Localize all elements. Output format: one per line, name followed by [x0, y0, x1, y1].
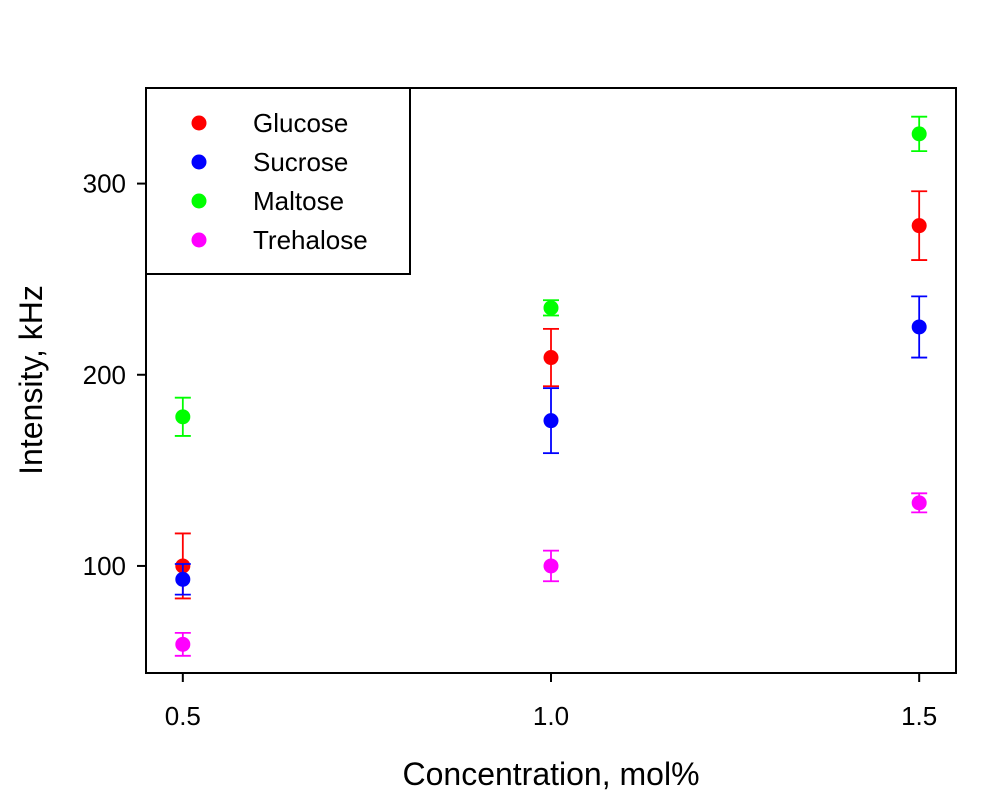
legend-label: Sucrose	[253, 147, 348, 177]
legend-marker	[191, 154, 207, 170]
legend-marker	[191, 115, 207, 131]
data-point	[911, 126, 927, 142]
y-axis: 100 200 300	[83, 169, 146, 581]
data-point	[911, 218, 927, 234]
legend: Glucose Sucrose Maltose Trehalose	[145, 87, 411, 275]
data-point	[175, 636, 191, 652]
y-tick-label: 200	[83, 360, 126, 390]
series-maltose	[174, 115, 928, 437]
legend-marker	[191, 232, 207, 248]
data-point	[543, 413, 559, 429]
x-axis: 0.5 1.0 1.5	[165, 673, 937, 731]
legend-label: Trehalose	[253, 225, 368, 255]
x-tick-label: 1.0	[533, 701, 569, 731]
data-point	[175, 409, 191, 425]
legend-marker	[191, 193, 207, 209]
data-point	[543, 300, 559, 316]
data-point	[543, 558, 559, 574]
data-point	[543, 350, 559, 366]
data-point	[911, 495, 927, 511]
x-axis-title: Concentration, mol%	[402, 756, 699, 792]
y-tick-label: 300	[83, 169, 126, 199]
series-layer	[174, 115, 928, 657]
series-glucose	[174, 190, 928, 600]
x-tick-label: 1.5	[901, 701, 937, 731]
legend-box	[145, 87, 411, 275]
y-axis-title: Intensity, kHz	[13, 285, 49, 475]
data-point	[175, 571, 191, 587]
y-tick-label: 100	[83, 551, 126, 581]
data-point	[911, 319, 927, 335]
legend-label: Maltose	[253, 186, 344, 216]
series-sucrose	[174, 295, 928, 596]
legend-label: Glucose	[253, 108, 348, 138]
series-trehalose	[174, 492, 928, 657]
x-tick-label: 0.5	[165, 701, 201, 731]
